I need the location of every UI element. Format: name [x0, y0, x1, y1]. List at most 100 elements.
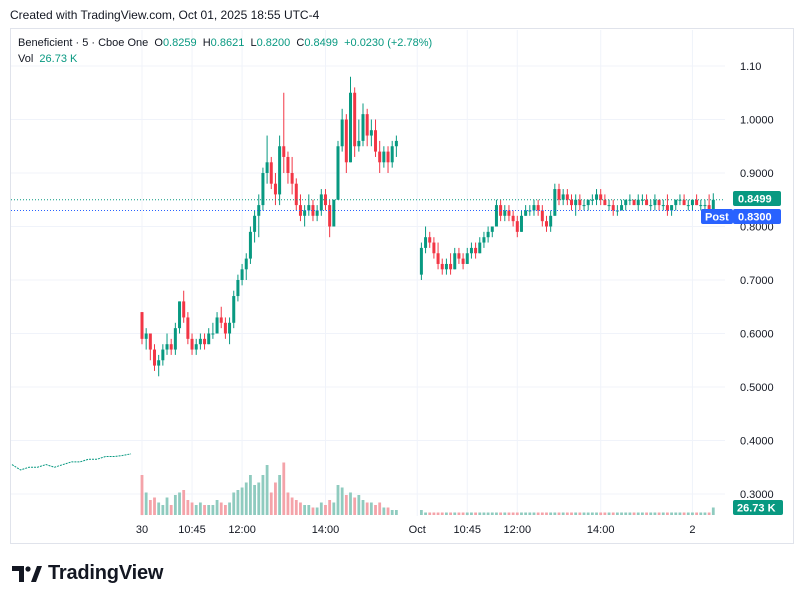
candle-body [607, 205, 611, 207]
volume-bar [328, 500, 332, 515]
candle-body [257, 205, 261, 216]
volume-bar [436, 512, 440, 515]
candle-body [190, 338, 194, 350]
volume-bar [332, 502, 336, 515]
candle-body [419, 247, 423, 275]
candle-body [253, 215, 257, 232]
volume-bar [215, 500, 219, 515]
tradingview-logo-icon [12, 565, 42, 582]
candle-body [382, 151, 386, 163]
volume-bar [515, 512, 519, 515]
candle-body [424, 237, 428, 248]
volume-bar [157, 502, 161, 515]
volume-bar [557, 512, 561, 515]
candle-body [482, 237, 486, 243]
volume-bar [445, 512, 448, 515]
volume-bar [699, 512, 703, 515]
candle-body [294, 183, 298, 206]
volume-bar [520, 512, 523, 515]
volume-bar [611, 512, 615, 515]
candle-body [161, 349, 165, 361]
volume-bar [532, 512, 536, 515]
close-label: C [296, 37, 305, 49]
candle-body [590, 199, 594, 201]
candle-body [707, 205, 711, 211]
volume-bar [386, 507, 390, 515]
candle-body [365, 114, 369, 136]
high-label: H [202, 37, 211, 49]
price-tick-label: 1.0000 [740, 115, 774, 127]
candle-body [649, 205, 653, 207]
candle-body [536, 205, 540, 211]
volume-bars [140, 462, 715, 515]
candle-body [303, 210, 307, 216]
volume-bar [615, 512, 619, 515]
candle-body [223, 322, 227, 334]
candle-body [524, 210, 528, 216]
price-reference-lines [11, 199, 725, 211]
volume-bar [307, 505, 311, 515]
price-tick-label: 0.7000 [740, 275, 774, 287]
candle-body [595, 194, 599, 200]
candle-body [557, 189, 561, 200]
volume-bar [645, 512, 648, 515]
volume-bar [595, 512, 598, 515]
volume-bar [303, 505, 307, 515]
premarket-price-line [11, 453, 132, 471]
volume-bar [499, 512, 503, 515]
volume-bar [344, 495, 348, 515]
volume-bar [294, 500, 298, 515]
volume-bar [603, 512, 607, 515]
candle-body [157, 360, 161, 366]
volume-bar [453, 512, 457, 515]
candle-body [686, 205, 690, 207]
volume-tag-text: 26.73 K [737, 503, 776, 515]
volume-tag [733, 500, 783, 515]
time-tick-label: 12:00 [504, 524, 532, 536]
volume-bar [382, 507, 386, 515]
volume-bar [461, 512, 465, 515]
candle-body [332, 199, 336, 227]
candle-body [657, 199, 661, 206]
candle-body [678, 199, 682, 201]
candle-body [645, 199, 649, 206]
candle-body [428, 237, 432, 243]
candle-body [215, 317, 219, 334]
candle-body [369, 130, 373, 136]
candle-body [620, 205, 624, 211]
symbol-name: Beneficient · 5 · Cboe One [18, 37, 149, 49]
brand[interactable]: TradingView [12, 562, 163, 585]
candle-body [574, 199, 578, 206]
candle-body [319, 194, 323, 211]
volume-value: 26.73 K [39, 53, 78, 65]
candle-body [357, 140, 361, 147]
volume-bar [624, 512, 628, 515]
post-label-tag-text: Post [705, 212, 729, 224]
volume-bar [599, 512, 603, 515]
chart-frame [10, 28, 794, 544]
candle-body [178, 301, 182, 329]
candle-body [670, 205, 674, 211]
volume-bar [540, 512, 544, 515]
volume-bar [653, 512, 657, 515]
volume-bar [632, 512, 636, 515]
candle-body [374, 130, 378, 152]
chart-caption: Created with TradingView.com, Oct 01, 20… [10, 8, 320, 22]
candle-body [286, 156, 290, 173]
candle-body [311, 205, 315, 216]
candle-body [298, 205, 302, 216]
candle-body [632, 199, 636, 206]
volume-bar [474, 512, 477, 515]
volume-bar [244, 482, 248, 515]
price-tick-label: 0.9000 [740, 168, 774, 180]
volume-bar [144, 492, 148, 515]
volume-bar [182, 490, 186, 515]
candle-body [169, 344, 173, 350]
volume-bar [670, 512, 673, 515]
volume-bar [674, 512, 678, 515]
candle-body [390, 146, 394, 163]
candle-body [153, 349, 157, 366]
volume-bar [428, 512, 432, 515]
candle-body [244, 258, 248, 270]
